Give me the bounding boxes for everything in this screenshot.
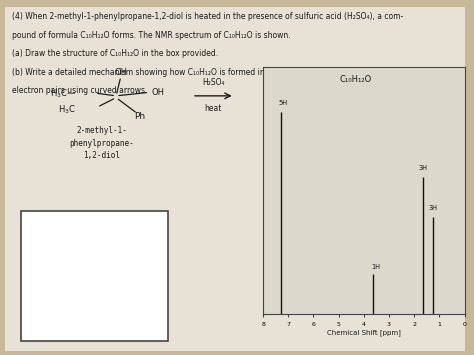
Text: (4) When 2-methyl-1-phenylpropane-1,2-diol is heated in the presence of sulfuric: (4) When 2-methyl-1-phenylpropane-1,2-di… (12, 12, 403, 21)
Text: pound of formula C₁₀H₁₂O forms. The NMR spectrum of C₁₀H₁₂O is shown.: pound of formula C₁₀H₁₂O forms. The NMR … (12, 31, 291, 40)
Text: 1H: 1H (371, 264, 380, 270)
Text: (a) Draw the structure of C₁₀H₁₂O in the box provided.: (a) Draw the structure of C₁₀H₁₂O in the… (12, 49, 218, 58)
Text: (b) Write a detailed mechanism showing how C₁₀H₁₂O is formed in the reaction; sh: (b) Write a detailed mechanism showing h… (12, 68, 406, 77)
Text: H$_3$C—: H$_3$C— (50, 88, 76, 100)
Text: OH: OH (152, 88, 164, 97)
Text: H₂SO₄: H₂SO₄ (202, 78, 225, 87)
Text: heat: heat (205, 104, 222, 113)
Text: H$_3$C: H$_3$C (58, 104, 76, 116)
Text: 3H: 3H (428, 205, 438, 211)
Text: 2-methyl-1-
phenylpropane-
1,2-diol: 2-methyl-1- phenylpropane- 1,2-diol (70, 126, 134, 160)
Text: 3H: 3H (419, 165, 428, 171)
Text: electron pairs using curved arrows.: electron pairs using curved arrows. (12, 86, 147, 95)
Text: Ph: Ph (134, 112, 146, 121)
Bar (21, 211, 168, 341)
Text: C₁₀H₁₂O: C₁₀H₁₂O (339, 75, 372, 84)
FancyBboxPatch shape (5, 7, 465, 351)
Text: OH: OH (114, 68, 128, 77)
X-axis label: Chemical Shift [ppm]: Chemical Shift [ppm] (327, 329, 401, 336)
Text: 5H: 5H (278, 100, 287, 106)
